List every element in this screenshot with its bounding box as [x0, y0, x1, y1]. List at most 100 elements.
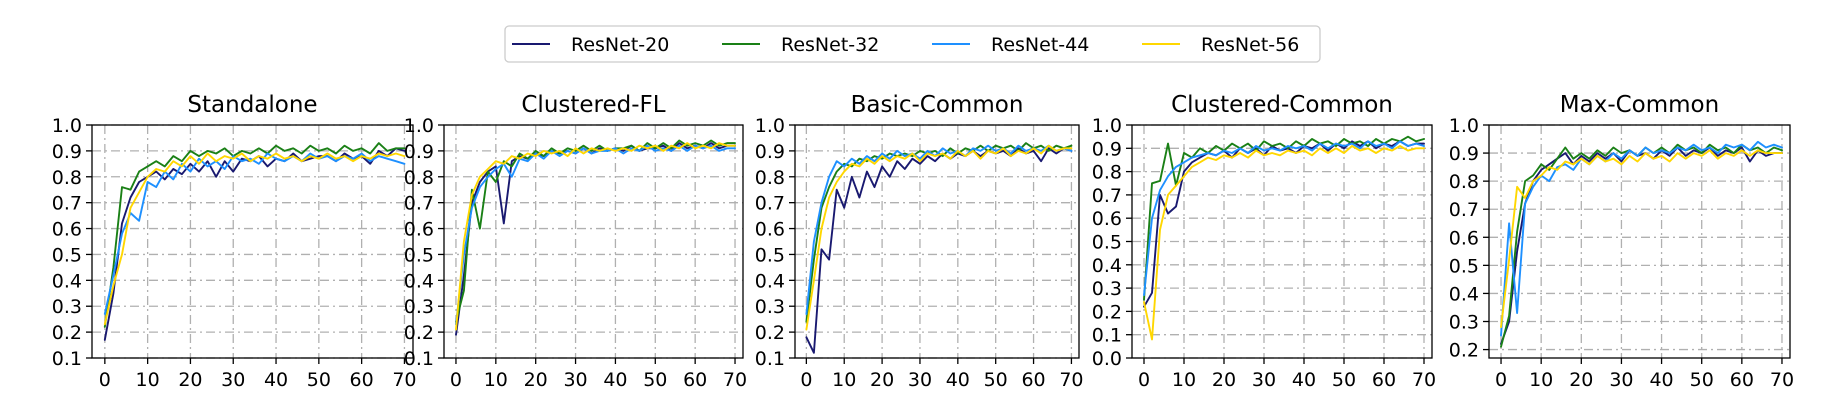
series-line-resnet-32 — [1143, 135, 1425, 301]
panel-3: 0 10 20 30 40 50 60 70 0.1 0.2 0.3 0.4 0.5 0.6 0.7 0.8 0… — [755, 92, 1084, 391]
x-tick-label: 40 — [946, 369, 970, 391]
y-tick-label: 1.0 — [404, 115, 434, 137]
x-tick-label: 40 — [264, 369, 288, 391]
x-tick-label: 60 — [683, 369, 707, 391]
series-line-resnet-56 — [103, 152, 406, 326]
y-tick-label: 0.4 — [755, 270, 785, 292]
y-tick-label: 0.4 — [404, 270, 434, 292]
y-tick-label: 0.3 — [755, 296, 785, 318]
panel-title: Standalone — [187, 92, 317, 118]
y-tick-label: 0.6 — [1449, 227, 1479, 249]
y-tick-label: 1.0 — [1449, 115, 1479, 137]
y-tick-label: 0.6 — [755, 219, 785, 241]
x-tick-label: 50 — [307, 369, 331, 391]
y-tick-label: 0.2 — [404, 322, 434, 344]
series-line-resnet-44 — [103, 152, 406, 315]
y-tick-label: 0.5 — [755, 244, 785, 266]
panel-title: Clustered-Common — [1171, 92, 1393, 118]
y-tick-label: 0.0 — [1092, 348, 1122, 370]
y-tick-label: 0.5 — [1092, 232, 1122, 254]
x-tick-label: 50 — [1332, 369, 1356, 391]
series-line-resnet-32 — [103, 142, 406, 328]
x-tick-label: 70 — [1059, 369, 1083, 391]
y-tick-label: 0.2 — [52, 322, 82, 344]
y-tick-label: 0.8 — [404, 167, 434, 189]
axes-frame — [91, 124, 414, 359]
x-tick-label: 60 — [1372, 369, 1396, 391]
y-tick-label: 0.8 — [1092, 162, 1122, 184]
x-tick-label: 0 — [1495, 369, 1507, 391]
y-tick-label: 1.0 — [755, 115, 785, 137]
panel-title: Max-Common — [1560, 92, 1719, 118]
y-tick-label: 0.5 — [52, 244, 82, 266]
chart-panels: 0 10 20 30 40 50 60 700.10.20.30.40.50.60.70.80… — [52, 92, 1794, 391]
panel-2: 0 10 20 30 40 50 60 70 0.1 0.2 0.3 0.4 0.5 0.6 0.7 0.8 0… — [404, 92, 747, 391]
x-tick-label: 10 — [1172, 369, 1196, 391]
x-tick-label: 40 — [1649, 369, 1673, 391]
y-tick-label: 0.6 — [404, 219, 434, 241]
y-tick-label: 0.7 — [1449, 199, 1479, 221]
series-line-resnet-44 — [1500, 140, 1783, 337]
x-tick-label: 20 — [1212, 369, 1236, 391]
x-tick-label: 30 — [908, 369, 932, 391]
y-tick-label: 0.8 — [755, 167, 785, 189]
y-tick-label: 0.3 — [404, 296, 434, 318]
x-tick-label: 40 — [1292, 369, 1316, 391]
axes-frame — [794, 124, 1080, 359]
series-line-resnet-56 — [805, 144, 1073, 331]
y-tick-label: 0.3 — [1092, 278, 1122, 300]
x-tick-label: 50 — [1690, 369, 1714, 391]
y-tick-label: 0.7 — [755, 193, 785, 215]
y-tick-label: 0.4 — [52, 270, 82, 292]
x-tick-label: 60 — [1730, 369, 1754, 391]
series-line-resnet-44 — [805, 144, 1073, 315]
x-tick-label: 30 — [221, 369, 245, 391]
y-tick-label: 0.8 — [52, 167, 82, 189]
y-tick-label: 0.9 — [1449, 143, 1479, 165]
x-tick-label: 10 — [484, 369, 508, 391]
series-line-resnet-44 — [1143, 140, 1425, 297]
legend-entry-2: ResNet-32 — [781, 34, 879, 56]
y-tick-label: 1.0 — [1092, 115, 1122, 137]
legend-entry-3: ResNet-44 — [991, 34, 1089, 56]
y-tick-label: 0.9 — [1092, 138, 1122, 160]
panel-1: 0 10 20 30 40 50 60 70 0.1 0.2 0.3 0.4 0.5 0.6 0.7 0.8 0… — [52, 92, 417, 391]
y-tick-label: 0.6 — [52, 219, 82, 241]
x-tick-label: 40 — [603, 369, 627, 391]
axes-frame — [443, 124, 744, 359]
y-tick-label: 0.3 — [1449, 312, 1479, 334]
axes-frame — [1488, 124, 1791, 359]
legend-entry-1: ResNet-20 — [571, 34, 669, 56]
y-tick-label: 0.9 — [52, 141, 82, 163]
series-line-resnet-32 — [1500, 143, 1783, 348]
y-tick-label: 0.1 — [1092, 325, 1122, 347]
y-tick-label: 0.6 — [1092, 208, 1122, 230]
y-tick-label: 0.4 — [1449, 283, 1479, 305]
y-tick-label: 0.7 — [404, 193, 434, 215]
y-tick-label: 0.7 — [52, 193, 82, 215]
x-tick-label: 70 — [1412, 369, 1436, 391]
x-tick-label: 50 — [984, 369, 1008, 391]
panel-5: 0 10 20 30 40 50 60 70 0.2 0.3 0.4 0.5 0.6 0.7 0.8 0.9 1… — [1449, 92, 1794, 391]
y-tick-label: 0.1 — [52, 348, 82, 370]
y-tick-label: 0.7 — [1092, 185, 1122, 207]
y-tick-label: 0.9 — [404, 141, 434, 163]
series-line-resnet-20 — [1143, 140, 1425, 308]
y-tick-label: 0.2 — [1449, 340, 1479, 362]
panel-title: Basic-Common — [851, 92, 1024, 118]
y-tick-label: 0.9 — [755, 141, 785, 163]
x-tick-label: 10 — [1529, 369, 1553, 391]
x-tick-label: 10 — [136, 369, 160, 391]
x-tick-label: 20 — [870, 369, 894, 391]
series-line-resnet-56 — [1500, 149, 1783, 329]
x-tick-label: 0 — [800, 369, 812, 391]
x-tick-label: 20 — [178, 369, 202, 391]
x-tick-label: 20 — [1569, 369, 1593, 391]
x-tick-label: 70 — [392, 369, 416, 391]
y-tick-label: 0.2 — [1092, 301, 1122, 323]
y-tick-label: 0.5 — [404, 244, 434, 266]
y-tick-label: 0.8 — [1449, 171, 1479, 193]
x-tick-label: 60 — [1021, 369, 1045, 391]
x-tick-label: 0 — [99, 369, 111, 391]
series-line-resnet-20 — [455, 142, 736, 336]
